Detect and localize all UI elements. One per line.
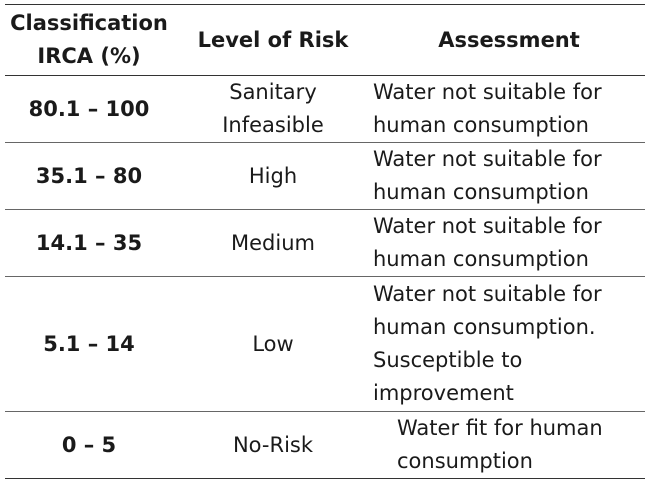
- risk-value: Medium: [231, 230, 315, 255]
- risk-cell: High: [173, 143, 373, 210]
- range-value: 5.1 – 14: [43, 331, 135, 356]
- assessment-cell: Water fit for human consumption: [373, 412, 645, 479]
- range-value: 14.1 – 35: [35, 230, 143, 255]
- table-row: 35.1 – 80 High Water not suitable for hum…: [5, 143, 645, 210]
- range-cell: 14.1 – 35: [5, 210, 173, 277]
- irca-classification-table: Classification IRCA (%) Level of Risk Ass…: [5, 4, 645, 479]
- header-level-of-risk: Level of Risk: [173, 5, 373, 76]
- table-header: Classification IRCA (%) Level of Risk Ass…: [5, 4, 645, 76]
- assessment-value: Water fit for human consumption: [397, 416, 603, 473]
- assessment-cell: Water not suitable for human consumption: [373, 143, 645, 210]
- range-cell: 5.1 – 14: [5, 277, 173, 412]
- risk-value: Sanitary Infeasible: [222, 80, 324, 137]
- range-value: 0 – 5: [61, 432, 117, 457]
- assessment-cell: Water not suitable for human consumption: [373, 76, 645, 143]
- assessment-value: Water not suitable for human consumption: [373, 147, 602, 204]
- risk-cell: Medium: [173, 210, 373, 277]
- risk-cell: Low: [173, 277, 373, 412]
- header-classification: Classification IRCA (%): [5, 5, 173, 76]
- header-assessment: Assessment: [373, 5, 645, 76]
- range-value: 80.1 – 100: [28, 96, 150, 121]
- risk-cell: Sanitary Infeasible: [173, 76, 373, 143]
- assessment-value: Water not suitable for human consumption: [373, 214, 602, 271]
- table-row: 5.1 – 14 Low Water not suitable for human…: [5, 277, 645, 412]
- table-body: 80.1 – 100 Sanitary Infeasible Water not …: [5, 76, 645, 479]
- assessment-value: Water not suitable for human consumption: [373, 80, 602, 137]
- risk-value: High: [248, 163, 298, 188]
- table-row: 80.1 – 100 Sanitary Infeasible Water not …: [5, 76, 645, 143]
- range-cell: 35.1 – 80: [5, 143, 173, 210]
- risk-value: No-Risk: [232, 432, 314, 457]
- header-level-of-risk-label: Level of Risk: [197, 27, 349, 52]
- table-row: 0 – 5 No-Risk Water fit for human consump…: [5, 412, 645, 479]
- risk-value: Low: [252, 331, 294, 356]
- header-assessment-label: Assessment: [438, 27, 580, 52]
- header-classification-label: Classification IRCA (%): [10, 11, 168, 68]
- assessment-cell: Water not suitable for human consumption.…: [373, 277, 645, 412]
- assessment-value: Water not suitable for human consumption.…: [373, 282, 602, 405]
- range-value: 35.1 – 80: [35, 163, 143, 188]
- range-cell: 80.1 – 100: [5, 76, 173, 143]
- range-cell: 0 – 5: [5, 412, 173, 479]
- header-row: Classification IRCA (%) Level of Risk Ass…: [5, 4, 645, 76]
- risk-cell: No-Risk: [173, 412, 373, 479]
- assessment-cell: Water not suitable for human consumption: [373, 210, 645, 277]
- table-row: 14.1 – 35 Medium Water not suitable for h…: [5, 210, 645, 277]
